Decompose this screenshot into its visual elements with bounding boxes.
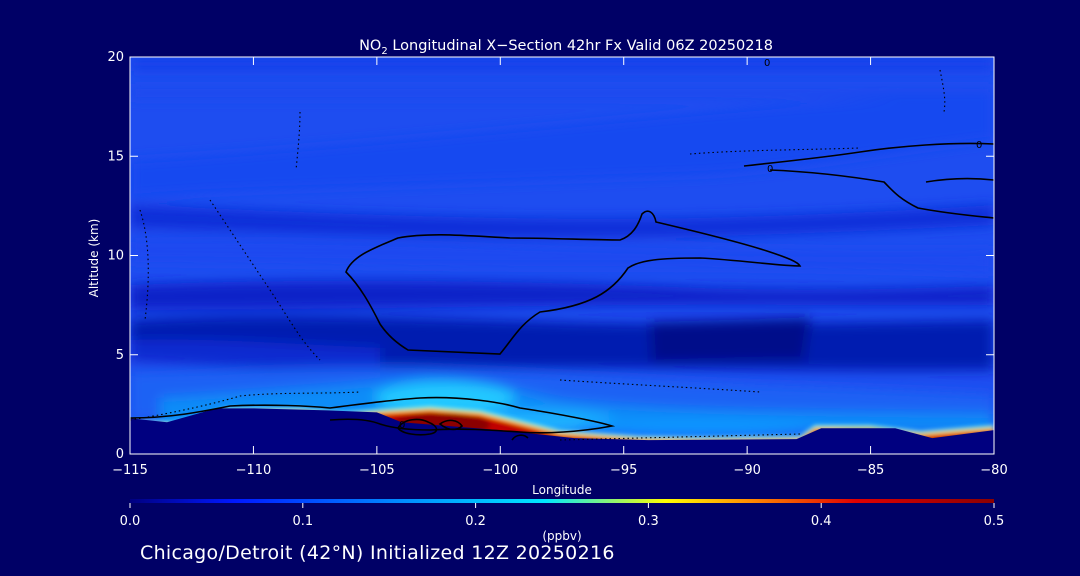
colorbar-tick-label: 0.1 bbox=[292, 514, 313, 529]
colorbar-tick-label: 0.5 bbox=[984, 514, 1005, 529]
x-axis-label: Longitude bbox=[532, 483, 592, 497]
y-tick-label: 5 bbox=[116, 348, 124, 363]
contour-low-left bbox=[130, 396, 616, 434]
x-tick-label: −85 bbox=[857, 463, 884, 478]
plot-area: 0 0 0 0 bbox=[130, 57, 994, 454]
colorbar-tick-label: 0.0 bbox=[120, 514, 141, 529]
x-tick-label: −105 bbox=[359, 463, 395, 478]
colorbar bbox=[130, 499, 994, 503]
svg-text:0: 0 bbox=[767, 164, 773, 175]
contour-top-right-3 bbox=[925, 177, 994, 183]
x-tick-label: −115 bbox=[112, 463, 148, 478]
contour-blob bbox=[397, 418, 438, 436]
contour-top-right bbox=[743, 142, 994, 167]
contour-blob-2 bbox=[438, 419, 464, 431]
svg-text:0: 0 bbox=[976, 140, 982, 151]
concentration-field bbox=[130, 57, 994, 437]
y-tick-label: 15 bbox=[107, 149, 124, 164]
svg-text:0: 0 bbox=[399, 420, 405, 431]
contour-upper-loop bbox=[345, 210, 802, 355]
colorbar-tick-label: 0.3 bbox=[638, 514, 659, 529]
colorbar-label: (ppbv) bbox=[542, 529, 581, 543]
colorbar-tick-label: 0.4 bbox=[811, 514, 832, 529]
x-tick-label: −100 bbox=[482, 463, 518, 478]
contour-lines bbox=[130, 142, 994, 441]
x-tick-label: −95 bbox=[610, 463, 637, 478]
y-tick-label: 0 bbox=[116, 447, 124, 462]
x-tick-label: −90 bbox=[733, 463, 760, 478]
y-tick-label: 20 bbox=[107, 50, 124, 65]
colorbar-ticks: 0.0 0.1 0.2 0.3 0.4 0.5 bbox=[120, 503, 1005, 529]
footer-caption: Chicago/Detroit (42°N) Initialized 12Z 2… bbox=[140, 542, 615, 564]
contour-small-lower bbox=[511, 434, 529, 441]
y-axis-label: Altitude (km) bbox=[87, 219, 101, 298]
y-axis: 0 5 10 15 20 bbox=[107, 50, 994, 462]
contour-top-right-2 bbox=[769, 169, 994, 219]
svg-text:0: 0 bbox=[764, 58, 770, 69]
x-axis: −115 −110 −105 −100 −95 −90 −85 −80 bbox=[112, 57, 1008, 478]
x-tick-label: −80 bbox=[980, 463, 1007, 478]
dotted-contours bbox=[130, 69, 946, 441]
colorbar-tick-label: 0.2 bbox=[465, 514, 486, 529]
chart-title: NO2 Longitudinal X−Section 42hr Fx Valid… bbox=[359, 38, 773, 57]
y-tick-label: 10 bbox=[107, 249, 124, 264]
x-tick-label: −110 bbox=[236, 463, 272, 478]
contour-value-labels: 0 0 0 0 bbox=[399, 58, 982, 431]
